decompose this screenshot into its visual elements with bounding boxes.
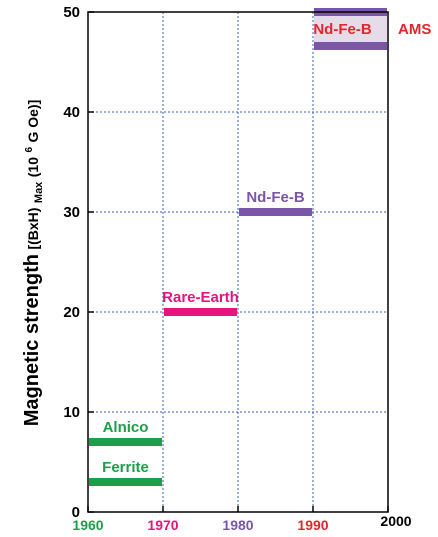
- bar-label-1: Alnico: [103, 419, 149, 436]
- bar-labels: Ferrite Alnico Rare-Earth Nd-Fe-B Nd-Fe-B AMS: [102, 21, 431, 476]
- y-axis-ticks: 0 10 20 30 40 50: [63, 4, 94, 521]
- x-tick-label-1970: 1970: [147, 517, 178, 533]
- y-tick-label-50: 50: [63, 4, 80, 21]
- x-tick-label-1990: 1990: [297, 517, 328, 533]
- y-axis-label-max: Max: [33, 181, 45, 203]
- x-axis-ticks: 1960 1970 1980 1990 2000: [72, 506, 412, 533]
- bar-5: [314, 42, 387, 50]
- bars-group: [89, 8, 387, 486]
- ams-band-group: [314, 12, 387, 46]
- bar-0: [89, 478, 162, 486]
- y-tick-label-30: 30: [63, 204, 80, 221]
- bar-2: [164, 308, 237, 316]
- y-tick-label-10: 10: [63, 404, 80, 421]
- y-tick-label-0: 0: [72, 504, 80, 521]
- x-tick-label-2000: 2000: [380, 513, 411, 529]
- y-axis-label: Magnetic strength [(BxH) Max (10 6 G Oe)…: [19, 100, 46, 427]
- bar-label-3: Nd-Fe-B: [246, 189, 304, 206]
- y-axis-label-unit-post: G Oe)]: [25, 100, 41, 143]
- grid-lines: [88, 12, 388, 512]
- x-tick-label-1980: 1980: [222, 517, 253, 533]
- bar-3: [239, 208, 312, 216]
- bar-1: [89, 438, 162, 446]
- x-tick-label-1960: 1960: [72, 517, 103, 533]
- ams-band: [314, 12, 387, 46]
- y-axis-label-unit-exp: 6: [24, 147, 35, 153]
- bar-label-0: Ferrite: [102, 459, 149, 476]
- bar-label-2: Rare-Earth: [162, 289, 239, 306]
- band-label-0: Nd-Fe-B: [313, 21, 371, 38]
- y-axis-label-bracket: [(BxH): [25, 208, 41, 250]
- band-label-1: AMS: [398, 21, 431, 38]
- y-tick-label-40: 40: [63, 104, 80, 121]
- y-axis-label-unit-pre: (10: [25, 157, 41, 177]
- y-axis-label-main: Magnetic strength: [21, 254, 43, 426]
- y-tick-label-20: 20: [63, 304, 80, 321]
